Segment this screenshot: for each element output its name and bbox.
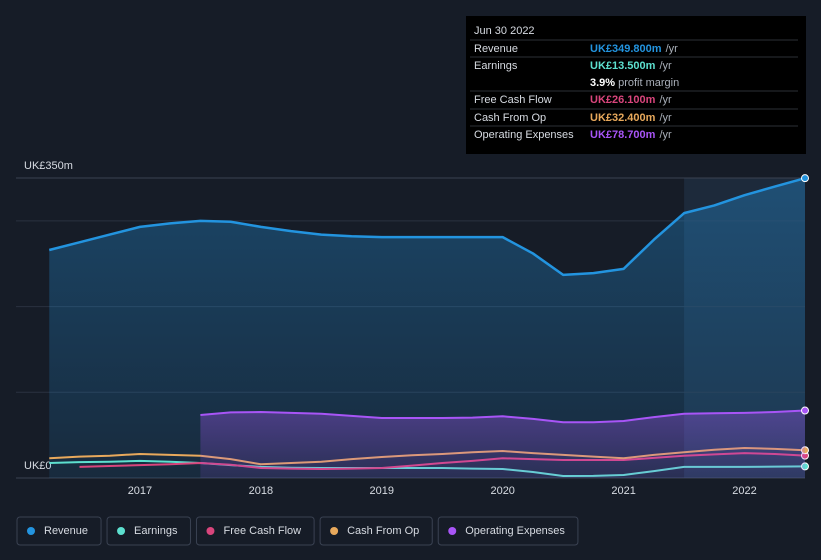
margin-label: profit margin <box>618 77 679 89</box>
tooltip-value-number: UK£26.100m <box>590 94 656 106</box>
y-tick-label: UK£0 <box>24 460 52 472</box>
tooltip-label: Operating Expenses <box>474 129 574 141</box>
series-line <box>200 409 806 424</box>
tooltip-title: Jun 30 2022 <box>474 25 535 37</box>
tooltip-value-number: UK£13.500m <box>590 60 656 72</box>
legend-box <box>106 516 191 546</box>
x-tick-label: 2019 <box>370 485 394 497</box>
tooltip-value: UK£26.100m/yr <box>590 94 672 106</box>
x-tick-label: 2020 <box>490 485 514 497</box>
tooltip-box <box>466 16 806 154</box>
legend-item[interactable]: Earnings <box>106 516 191 546</box>
series-area <box>200 410 806 478</box>
legend-box <box>437 516 579 546</box>
legend-label: Cash From Op <box>347 525 419 537</box>
legend-item[interactable]: Revenue <box>16 516 102 546</box>
tooltip-label: Free Cash Flow <box>474 94 552 106</box>
legend-label: Earnings <box>134 525 178 537</box>
legend-dot <box>330 527 339 535</box>
legend-box <box>16 516 102 546</box>
legend-dot <box>117 527 126 535</box>
tooltip-label: Cash From Op <box>474 112 546 124</box>
tooltip-value: UK£13.500m/yr <box>590 60 672 72</box>
tooltip-value-number: UK£78.700m <box>590 129 656 141</box>
tooltip-label: Revenue <box>474 43 518 55</box>
legend-label: Free Cash Flow <box>223 525 301 537</box>
legend-item[interactable]: Operating Expenses <box>437 516 579 546</box>
end-point <box>801 174 809 183</box>
x-tick-label: 2022 <box>732 485 756 497</box>
legend-box <box>195 516 315 546</box>
tooltip-label: Earnings <box>474 60 518 72</box>
legend-box <box>319 516 433 546</box>
x-tick-label: 2018 <box>249 485 273 497</box>
tooltip-unit: /yr <box>659 129 672 141</box>
tooltip-value: UK£78.700m/yr <box>590 129 672 141</box>
tooltip-value: UK£32.400m/yr <box>590 112 672 124</box>
tooltip-value: UK£349.800m/yr <box>590 43 678 55</box>
legend-dot <box>27 527 35 535</box>
y-tick-label: UK£350m <box>24 160 73 172</box>
tooltip-unit: /yr <box>659 94 672 106</box>
tooltip-unit: /yr <box>659 112 672 124</box>
tooltip-value-number: UK£32.400m <box>590 112 656 124</box>
tooltip-value-number: UK£349.800m <box>590 43 662 55</box>
margin-value: 3.9% <box>590 77 615 89</box>
tooltip-unit: /yr <box>659 60 672 72</box>
tooltip-margin: 3.9% profit margin <box>590 77 679 89</box>
legend-dot <box>448 527 457 535</box>
series-line <box>48 176 806 277</box>
legend-dot <box>206 527 215 535</box>
series-area <box>49 178 806 478</box>
tooltip-unit: /yr <box>666 43 679 55</box>
legend-item[interactable]: Cash From Op <box>319 516 433 546</box>
legend-label: Revenue <box>44 525 88 537</box>
x-tick-label: 2021 <box>611 485 635 497</box>
legend-item[interactable]: Free Cash Flow <box>195 516 315 546</box>
tooltip: Jun 30 2022 Revenue UK£349.800m/yr Earnings… <box>466 16 806 154</box>
x-tick-label: 2017 <box>128 485 152 497</box>
end-point <box>801 406 809 415</box>
legend-label: Operating Expenses <box>465 525 565 537</box>
